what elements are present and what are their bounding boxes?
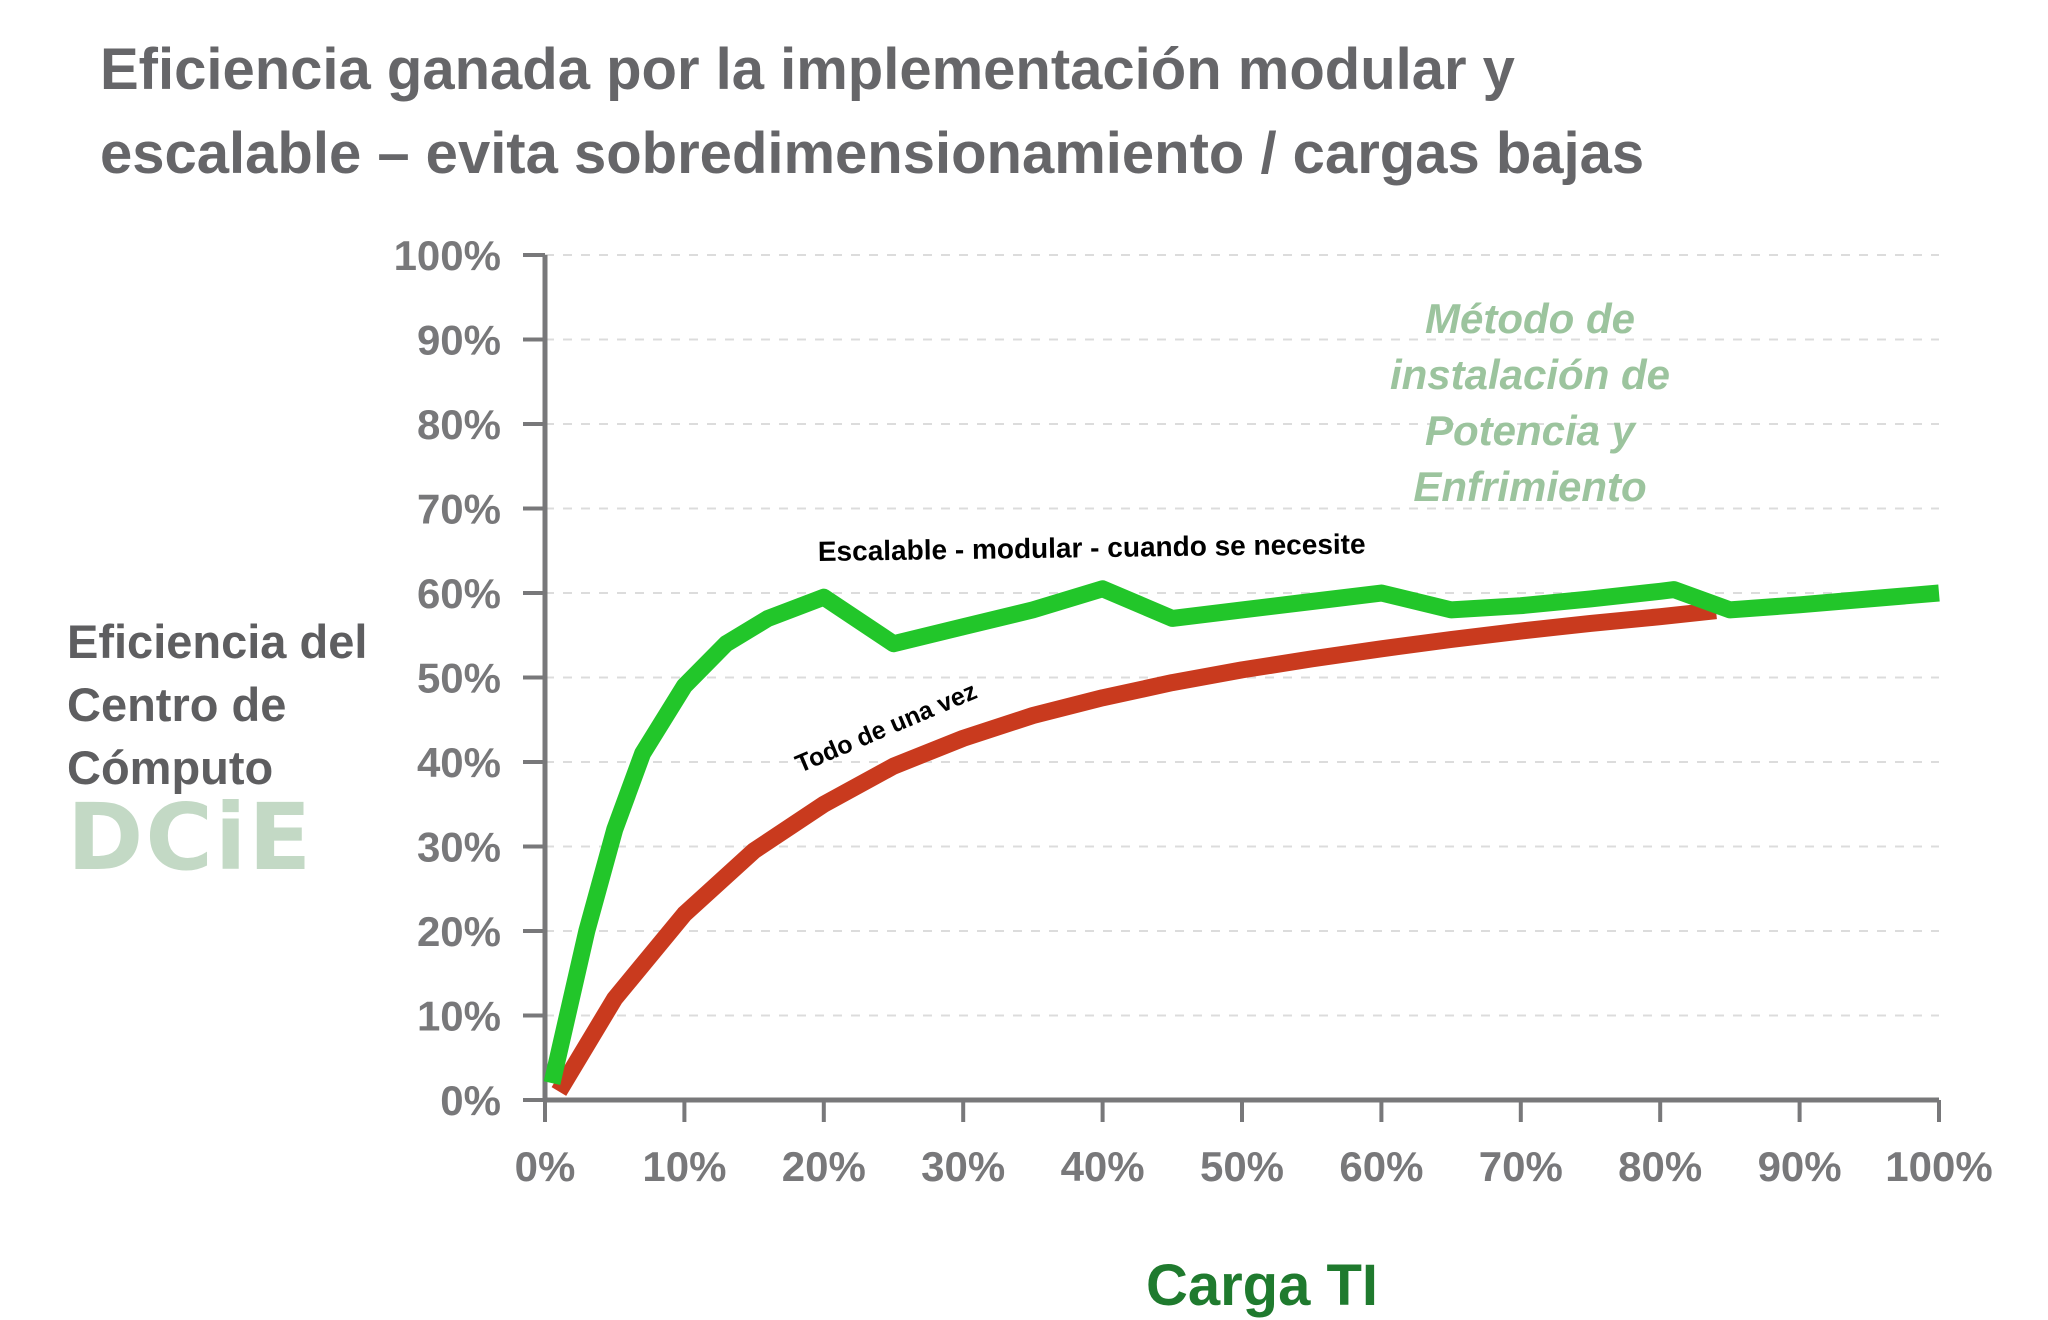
chart-title: Eficiencia ganada por la implementación …: [100, 28, 2020, 196]
method-annotation-line-3: Potencia y: [1425, 407, 1638, 454]
method-annotation-line-4: Enfrimiento: [1413, 463, 1646, 510]
scalable-series-label: Escalable - modular - cuando se necesite: [818, 528, 1366, 567]
x-tick-label: 60%: [1339, 1143, 1423, 1190]
x-tick-label: 10%: [642, 1143, 726, 1190]
x-tick-labels: 0% 10% 20% 30% 40% 50% 60% 70% 80% 90% 100%: [515, 1143, 1993, 1190]
x-tick-label: 30%: [921, 1143, 1005, 1190]
y-tick-label: 80%: [417, 401, 501, 448]
method-annotation-line-2: instalación de: [1390, 351, 1670, 398]
y-tick-label: 0%: [440, 1077, 501, 1124]
x-axis-label: Carga TI: [1146, 1253, 1378, 1318]
x-tick-label: 20%: [782, 1143, 866, 1190]
method-annotation: Método de instalación de Potencia y Enfr…: [1390, 295, 1670, 510]
y-tick-label: 100%: [394, 232, 501, 279]
x-tick-label: 100%: [1885, 1143, 1992, 1190]
x-tick-label: 90%: [1758, 1143, 1842, 1190]
scalable-series-line: [543, 580, 1940, 1085]
y-tick-labels: 0% 10% 20% 30% 40% 50% 60% 70% 80% 90% 100%: [394, 232, 501, 1124]
x-tick-label: 0%: [515, 1143, 576, 1190]
method-annotation-line-1: Método de: [1425, 295, 1635, 342]
y-tick-label: 70%: [417, 486, 501, 533]
series-lines: [543, 580, 1940, 1096]
y-axis-label-line-2: Centro de: [67, 678, 287, 731]
y-tick-label: 30%: [417, 824, 501, 871]
y-axis-label-line-3: Cómputo: [67, 741, 274, 794]
y-tick-label: 10%: [417, 993, 501, 1040]
y-tick-label: 90%: [417, 317, 501, 364]
x-tick-label: 50%: [1200, 1143, 1284, 1190]
x-tick-label: 40%: [1061, 1143, 1145, 1190]
y-tick-label: 50%: [417, 655, 501, 702]
axes: [523, 253, 1941, 1122]
y-axis-label: Eficiencia del Centro de Cómputo: [67, 610, 427, 799]
x-tick-label: 70%: [1479, 1143, 1563, 1190]
chart-title-line-2: escalable – evita sobredimensionamiento …: [100, 121, 1645, 186]
once-series-line: [551, 602, 1717, 1096]
chart-title-line-1: Eficiencia ganada por la implementación …: [100, 37, 1515, 102]
y-tick-label: 40%: [417, 739, 501, 786]
y-tick-label: 60%: [417, 570, 501, 617]
dcie-logo: DCiE: [67, 784, 314, 891]
y-axis-label-line-1: Eficiencia del: [67, 615, 368, 668]
y-tick-label: 20%: [417, 908, 501, 955]
x-tick-label: 80%: [1618, 1143, 1702, 1190]
